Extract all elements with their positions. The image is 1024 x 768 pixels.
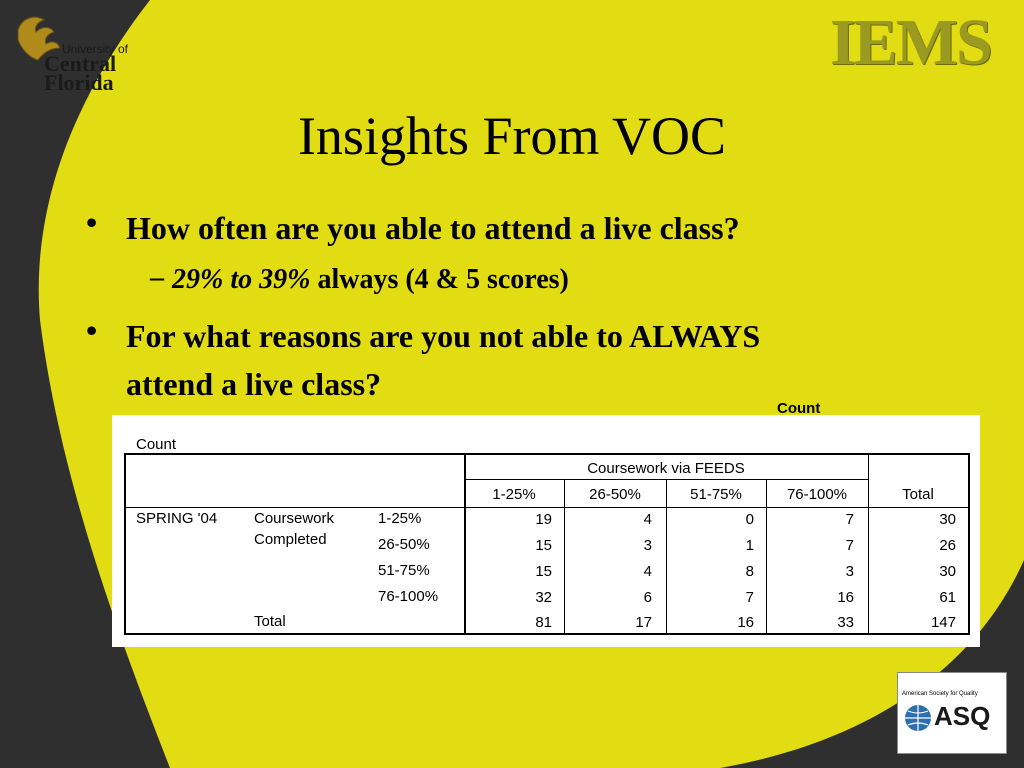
col-group-divider xyxy=(464,479,868,480)
asq-tagline: American Society for Quality xyxy=(902,691,978,697)
col-group-header: Coursework via FEEDS xyxy=(587,460,745,477)
table-cell: 6 xyxy=(643,589,652,606)
table-cell-total: 30 xyxy=(939,511,956,528)
table-cell-total: 26 xyxy=(939,537,956,554)
col-divider xyxy=(564,480,565,633)
table-cell: 0 xyxy=(745,511,754,528)
table-cell: 4 xyxy=(643,563,652,580)
asq-wordmark: ASQ xyxy=(934,701,991,731)
col-header: 76-100% xyxy=(786,486,848,503)
row-label: 1-25% xyxy=(378,510,422,527)
col-header: 1-25% xyxy=(492,486,536,503)
asq-logo: American Society for Quality ASQ xyxy=(897,672,1007,754)
row-label: 26-50% xyxy=(378,536,430,553)
ucf-pegasus-icon xyxy=(17,16,61,61)
bullet-1: How often are you able to attend a live … xyxy=(126,210,740,246)
table-cell-total: 147 xyxy=(930,614,956,631)
table-cell-total: 61 xyxy=(939,589,956,606)
sub-bullet-percent: 29% to 39% xyxy=(172,264,311,295)
iems-logo: IEMS xyxy=(830,6,993,79)
table-cell: 15 xyxy=(535,563,552,580)
table-cell: 7 xyxy=(845,537,854,554)
sub-bullet-1: 29% to 39% always (4 & 5 scores) xyxy=(172,262,569,298)
table-cell: 19 xyxy=(535,511,552,528)
col-divider xyxy=(766,480,767,633)
bullet-2-line-2: attend a live class? xyxy=(126,366,382,402)
bullet-icon: • xyxy=(86,312,98,348)
col-divider xyxy=(666,480,667,633)
table-cell: 33 xyxy=(837,614,854,631)
table-cell: 7 xyxy=(845,511,854,528)
table-cell: 32 xyxy=(535,589,552,606)
crosstab-panel: Count Coursework via FEEDS 1-25% 26-50% … xyxy=(112,415,980,647)
col-header: 51-75% xyxy=(690,486,742,503)
slide-title: Insights From VOC xyxy=(297,106,727,166)
header-divider xyxy=(126,507,968,508)
table-cell: 3 xyxy=(643,537,652,554)
table-cell: 7 xyxy=(745,589,754,606)
ucf-university-of: University of xyxy=(62,42,129,56)
bullet-2-line-1: For what reasons are you not able to ALW… xyxy=(126,318,761,354)
table-cell: 8 xyxy=(745,563,754,580)
table-cell: 15 xyxy=(535,537,552,554)
bullet-icon: • xyxy=(86,204,98,240)
row-var-label: Completed xyxy=(254,531,327,548)
crosstab-table: Coursework via FEEDS 1-25% 26-50% 51-75%… xyxy=(124,453,970,635)
sub-bullet-rest: always (4 & 5 scores) xyxy=(317,264,569,295)
count-overflow-label: Count xyxy=(777,400,821,417)
total-header: Total xyxy=(902,486,934,503)
table-cell: 3 xyxy=(845,563,854,580)
row-label: 51-75% xyxy=(378,562,430,579)
total-row-label: Total xyxy=(254,613,286,630)
table-cell: 16 xyxy=(837,589,854,606)
row-group-label: SPRING '04 xyxy=(136,510,218,527)
table-cell: 4 xyxy=(643,511,652,528)
sub-bullet-dash: – xyxy=(150,262,164,293)
row-label: 76-100% xyxy=(378,588,439,605)
ucf-florida: Florida xyxy=(44,70,114,95)
table-cell: 81 xyxy=(535,614,552,631)
table-cell: 1 xyxy=(745,537,754,554)
globe-icon xyxy=(905,705,931,731)
table-cell-total: 30 xyxy=(939,563,956,580)
table-cell: 17 xyxy=(635,614,652,631)
count-label: Count xyxy=(136,436,177,453)
ucf-central: Central xyxy=(44,51,117,76)
table-cell: 16 xyxy=(737,614,754,631)
col-header: 26-50% xyxy=(589,486,641,503)
row-header-divider xyxy=(464,455,466,633)
col-divider xyxy=(868,455,869,633)
row-var-label: Coursework xyxy=(254,510,335,527)
